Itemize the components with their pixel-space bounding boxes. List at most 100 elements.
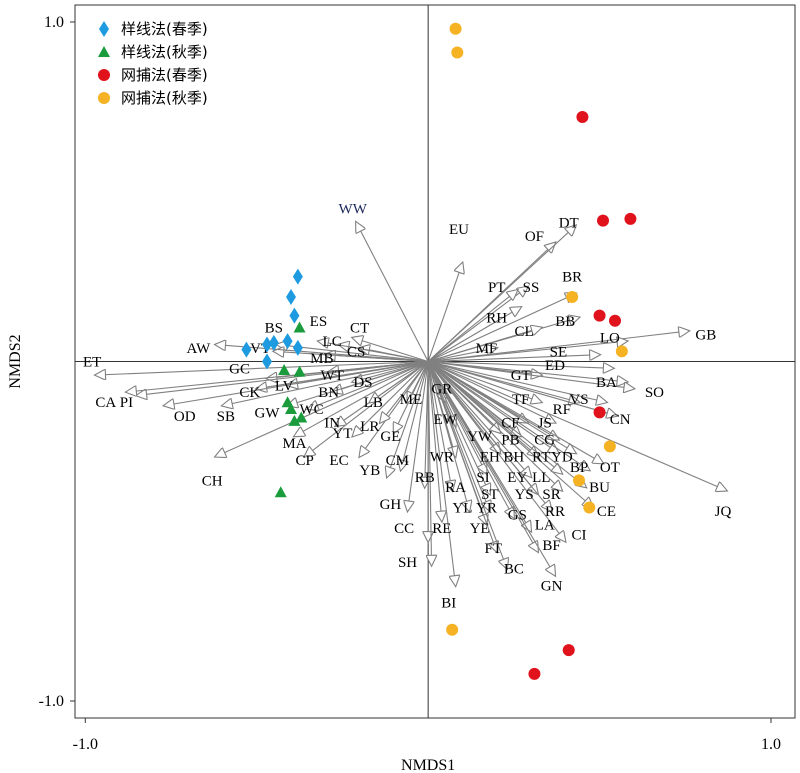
vector-label-sb: SB <box>217 409 235 425</box>
series-4-point <box>451 46 464 59</box>
vector-label-bs: BS <box>265 321 283 337</box>
series-2-point <box>295 411 308 423</box>
vector-label-tf: TF <box>512 392 530 408</box>
vector-ll <box>427 361 562 474</box>
vector-label-ec: EC <box>329 453 348 469</box>
vector-yb <box>387 361 429 477</box>
vector-cm <box>401 361 429 471</box>
vector-label-ce: CE <box>597 504 616 520</box>
series-1-point <box>292 268 303 285</box>
vector-ca <box>126 360 429 393</box>
vector-mf <box>428 348 497 363</box>
vector-label-lv: LV <box>275 378 294 394</box>
legend-marker <box>98 69 110 81</box>
vector-label-si: SI <box>476 470 489 486</box>
vector-ct <box>353 338 429 363</box>
vector-lr <box>380 361 429 423</box>
vector-label-ca: CA <box>95 395 116 411</box>
y-tick-label: 1.0 <box>44 14 64 31</box>
vector-label-rh: RH <box>486 310 507 326</box>
series-3-point <box>597 214 609 227</box>
vector-es <box>318 341 429 363</box>
vector-label-wr: WR <box>430 450 454 466</box>
vector-dt <box>427 226 575 362</box>
vector-label-yt: YT <box>332 426 352 442</box>
vector-yd <box>427 361 575 454</box>
series-2-point <box>293 321 306 333</box>
vector-ma <box>294 361 429 437</box>
vector-label-rb: RB <box>415 470 435 486</box>
legend-label: 样线法(秋季) <box>121 43 208 61</box>
vector-label-gb: GB <box>695 327 716 343</box>
series-1-point <box>282 333 293 350</box>
vector-ce <box>427 361 593 508</box>
x-tick-label: 1.0 <box>761 736 781 753</box>
plot-frame <box>74 4 796 719</box>
legend-marker <box>98 46 110 57</box>
x-axis-label: NMDS1 <box>401 757 455 773</box>
vector-yr <box>427 361 490 511</box>
vector-sh <box>428 361 431 566</box>
vector-label-re: RE <box>432 521 451 537</box>
vector-ec <box>360 361 429 457</box>
legend-label: 样线法(春季) <box>121 20 208 38</box>
vector-label-bn: BN <box>318 385 339 401</box>
vector-rr <box>427 361 551 511</box>
vector-label-gc: GC <box>229 361 250 377</box>
vector-label-of: OF <box>525 229 544 245</box>
vector-label-wt: WT <box>320 368 343 384</box>
vector-sr <box>427 361 562 491</box>
vector-label-ch: CH <box>202 473 223 489</box>
vector-label-gs: GS <box>508 507 527 523</box>
series-3-point <box>593 309 606 322</box>
vector-label-cg: CG <box>534 433 555 449</box>
vector-cn <box>427 360 617 416</box>
vector-label-cl: CL <box>515 324 534 340</box>
vectors <box>96 222 727 585</box>
series-3-point <box>562 644 575 657</box>
vector-yt <box>353 361 429 437</box>
vector-bc <box>427 361 507 569</box>
series-2-point <box>274 486 287 498</box>
vector-label-ra: RA <box>445 480 466 496</box>
vector-label-wc: WC <box>299 402 323 418</box>
x-tick-label: -1.0 <box>73 736 98 753</box>
vector-label-ma: MA <box>282 436 306 452</box>
vector-cl <box>427 328 541 363</box>
vector-label-ct: CT <box>350 321 369 337</box>
vector-lb <box>370 361 429 403</box>
vector-label-gr: GR <box>431 382 452 398</box>
vector-lo <box>428 341 627 363</box>
series-4-point <box>603 440 616 453</box>
vector-label-ll: LL <box>532 470 550 486</box>
vector-label-cm: CM <box>386 453 409 469</box>
vector-label-bc: BC <box>504 562 524 578</box>
vector-label-br: BR <box>562 270 582 286</box>
vector-label-es: ES <box>310 314 328 330</box>
vector-ft <box>427 361 497 552</box>
vector-cp <box>305 361 429 457</box>
series-1-point <box>241 341 252 358</box>
series-3-point <box>528 667 541 680</box>
vector-pi <box>137 360 429 396</box>
legend-marker <box>98 92 110 104</box>
vector-label-gh: GH <box>380 497 402 513</box>
vector-label-dt: DT <box>559 215 579 231</box>
legend-marker <box>99 21 109 37</box>
vector-label-ba: BA <box>596 375 617 391</box>
vector-ci <box>427 361 565 542</box>
vector-label-ot: OT <box>600 460 620 476</box>
vector-label-rr: RR <box>545 504 565 520</box>
y-axis-label: NMDS2 <box>7 334 24 388</box>
vector-label-pt: PT <box>488 280 506 296</box>
vector-label-ck: CK <box>239 385 260 401</box>
vector-gs <box>427 361 514 518</box>
vector-ed <box>428 360 613 369</box>
vector-bp <box>427 361 589 471</box>
vector-pt <box>427 290 517 362</box>
vector-aw <box>216 345 429 363</box>
vector-bi <box>427 361 455 586</box>
vector-me <box>408 361 429 403</box>
series-1-point <box>268 334 279 351</box>
